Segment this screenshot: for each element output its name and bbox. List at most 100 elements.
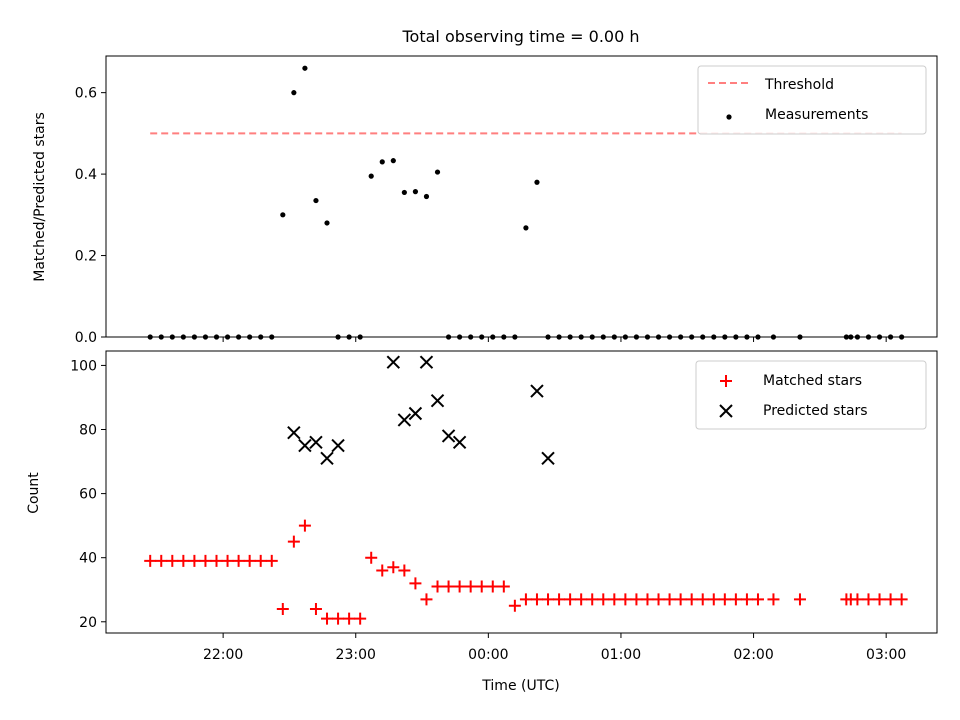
bottom-axes-frame: [105, 350, 938, 634]
bottom-legend-box: [695, 360, 927, 430]
matched-star-point: [619, 593, 632, 606]
matched-star-point: [508, 599, 521, 612]
matched-star-point: [243, 554, 256, 567]
matched-star-point: [767, 593, 780, 606]
bottom-y-tick-label: 60: [79, 487, 97, 503]
predicted-star-point: [530, 384, 544, 398]
bottom-y-tick-label: 80: [79, 423, 97, 439]
matched-star-point: [630, 593, 643, 606]
measurement-point: [401, 189, 407, 196]
x-tick-label: 22:00: [203, 647, 243, 663]
legend-predicted-label: Predicted stars: [763, 403, 868, 419]
measurement-point: [412, 189, 419, 195]
matched-star-point: [431, 580, 444, 593]
matched-star-point: [873, 593, 886, 606]
predicted-star-point: [386, 355, 401, 369]
top-legend: Threshold Measurements: [697, 65, 927, 135]
matched-star-point: [751, 593, 764, 606]
measurement-point: [434, 169, 441, 175]
predicted-star-point: [430, 393, 445, 408]
matched-star-point: [343, 612, 356, 625]
measurement-point: [423, 193, 430, 200]
measurement-point: [368, 173, 374, 179]
matched-star-point: [332, 612, 345, 625]
top-y-axis-label: Matched/Predicted stars: [32, 112, 48, 282]
chart-title: Total observing time = 0.00 h: [401, 27, 639, 46]
matched-star-point: [188, 554, 201, 567]
measurement-point: [534, 179, 540, 185]
measurement-point: [379, 159, 385, 165]
measurement-point: [324, 220, 330, 226]
predicted-star-point: [331, 438, 345, 453]
matched-star-point: [453, 580, 466, 593]
matched-star-point: [177, 554, 190, 567]
matched-star-point: [608, 593, 621, 606]
matched-star-point: [298, 519, 311, 532]
matched-star-point: [674, 593, 687, 606]
predicted-star-point: [287, 426, 301, 440]
x-tick-label: 01:00: [601, 647, 641, 663]
top-y-tick-label: 0.6: [75, 86, 97, 102]
legend-measurements-label: Measurements: [765, 107, 868, 123]
matched-star-point: [210, 554, 223, 567]
matched-star-point: [276, 602, 289, 615]
matched-star-point: [696, 593, 709, 606]
matched-star-point: [862, 593, 875, 606]
matched-star-point: [321, 612, 334, 625]
matched-star-point: [553, 593, 566, 606]
measurement-point: [523, 225, 529, 231]
measurement-point: [291, 90, 297, 96]
matched-star-point: [586, 593, 599, 606]
matched-star-point: [718, 593, 731, 606]
top-axes-frame: [105, 55, 938, 338]
predicted-star-point: [298, 438, 312, 453]
matched-star-point: [365, 551, 378, 564]
bottom-y-tick-label: 40: [79, 551, 97, 567]
matched-star-point: [166, 554, 179, 567]
matched-star-point: [519, 593, 532, 606]
matched-star-point: [895, 593, 908, 606]
matched-star-point: [740, 593, 753, 606]
predicted-star-point: [441, 429, 456, 443]
x-tick-label: 00:00: [468, 647, 508, 663]
matched-star-point: [155, 554, 168, 567]
top-y-tick-label: 0.2: [75, 249, 97, 265]
x-axis-label: Time (UTC): [481, 678, 559, 694]
matched-star-point: [497, 580, 510, 593]
bottom-y-axis-label: Count: [26, 472, 42, 514]
matched-star-point: [464, 580, 477, 593]
matched-star-point: [851, 593, 864, 606]
matched-star-point: [199, 554, 212, 567]
legend-matched-marker: [720, 375, 732, 387]
matched-star-point: [265, 554, 278, 567]
predicted-star-point: [452, 435, 467, 450]
predicted-star-point: [408, 406, 423, 421]
x-tick-label: 02:00: [733, 647, 773, 663]
matched-star-point: [575, 593, 588, 606]
matched-star-point: [685, 593, 698, 606]
matched-star-point: [221, 554, 234, 567]
matched-star-point: [420, 593, 433, 606]
matched-star-point: [232, 554, 245, 567]
matched-star-point: [144, 554, 157, 567]
matched-star-point: [530, 593, 543, 606]
top-legend-box: [697, 65, 927, 135]
measurement-point: [280, 212, 286, 218]
measurement-point: [313, 197, 319, 204]
matched-star-point: [597, 593, 610, 606]
predicted-star-point: [541, 451, 555, 466]
legend-threshold-label: Threshold: [764, 77, 834, 93]
top-panel: Total observing time = 0.00 h 0.00.20.40…: [32, 27, 938, 346]
matched-star-point: [793, 593, 806, 606]
matched-star-point: [641, 593, 654, 606]
matched-star-point: [254, 554, 267, 567]
bottom-plot-area: 20 40 60 80 100 22:00 23:00 00:00 01:00 02:00 03:0…: [70, 355, 908, 663]
matched-star-point: [387, 561, 400, 574]
matched-star-point: [354, 612, 367, 625]
top-plot-area: 0.0 0.2 0.4 0.6: [75, 65, 905, 346]
matched-star-point: [486, 580, 499, 593]
bottom-legend: Matched stars Predicted stars: [695, 360, 927, 430]
legend-predicted-marker: [719, 404, 733, 418]
measurement-point: [390, 158, 396, 164]
